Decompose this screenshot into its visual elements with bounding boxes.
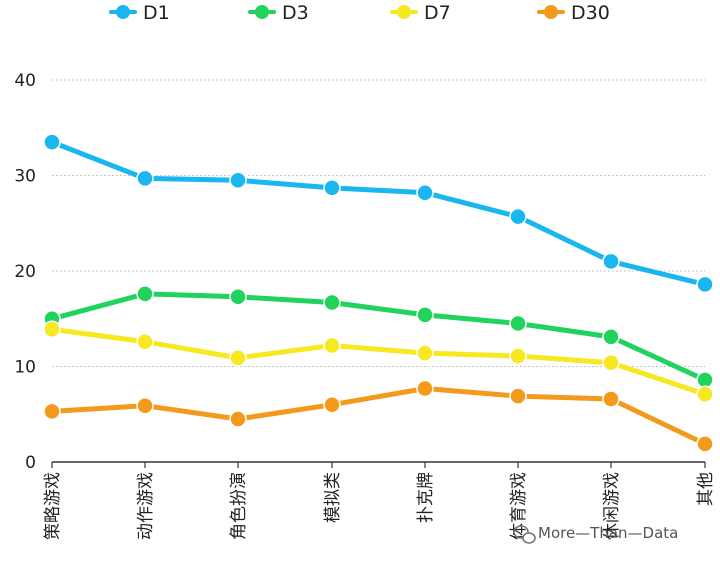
legend-label: D3 xyxy=(282,2,309,24)
series-line xyxy=(49,291,708,383)
x-tick-label: 模拟类 xyxy=(323,472,343,523)
series-line xyxy=(49,386,708,447)
data-point xyxy=(602,353,620,372)
legend-label: D7 xyxy=(424,2,451,24)
legend-swatch-marker xyxy=(255,5,269,19)
y-tick-label: 20 xyxy=(14,262,36,282)
legend-item-d30: D30 xyxy=(537,2,610,24)
x-tick-label: 动作游戏 xyxy=(136,472,156,540)
data-point xyxy=(602,390,620,408)
data-point xyxy=(323,293,341,312)
data-point xyxy=(229,171,247,190)
x-tick-label: 其他 xyxy=(696,472,716,506)
data-point xyxy=(229,410,247,428)
data-point xyxy=(416,344,434,362)
legend-swatch-marker xyxy=(116,5,130,19)
data-point xyxy=(229,349,247,367)
legend-swatch-marker xyxy=(397,5,411,19)
data-point xyxy=(43,133,61,151)
data-point xyxy=(416,183,434,202)
data-point xyxy=(323,336,341,355)
series-line xyxy=(49,139,708,287)
legend-item-d7: D7 xyxy=(390,2,451,24)
data-point xyxy=(136,285,154,303)
watermark-text: More—Than—Data xyxy=(538,524,678,542)
x-tick-label: 休闲游戏 xyxy=(602,472,622,540)
series-lines xyxy=(43,133,714,453)
x-tick-label: 扑克牌 xyxy=(416,472,436,523)
data-point xyxy=(602,252,620,271)
y-tick-label: 30 xyxy=(14,167,36,187)
data-point xyxy=(509,207,527,226)
x-tick-label: 角色扮演 xyxy=(229,472,249,540)
series-d30 xyxy=(43,379,714,453)
data-point xyxy=(509,387,527,405)
y-tick-label: 40 xyxy=(14,71,36,91)
watermark: More—Than—Data xyxy=(513,524,678,544)
data-point xyxy=(136,332,154,351)
series-d7 xyxy=(43,320,714,403)
series-line xyxy=(49,326,708,397)
x-tick-label: 策略游戏 xyxy=(43,472,63,540)
data-point xyxy=(323,179,341,197)
data-point xyxy=(416,306,434,324)
axes: 0 10 20 30 40 策略游戏 动作游戏 角色扮演 模拟类 扑克牌 体育游戏 休闲游戏 其他 xyxy=(14,71,716,540)
data-point xyxy=(323,395,341,414)
legend-item-d3: D3 xyxy=(248,2,309,24)
legend-item-d1: D1 xyxy=(109,2,170,24)
data-point xyxy=(43,402,61,421)
series-d1 xyxy=(43,133,714,294)
data-point xyxy=(602,328,620,346)
wechat-icon xyxy=(513,525,536,544)
grid-lines xyxy=(52,79,705,367)
data-point xyxy=(136,169,154,188)
legend-swatch-marker xyxy=(544,5,558,19)
legend: D1 D3 D7 D30 xyxy=(109,2,610,24)
data-point xyxy=(136,396,154,415)
data-point xyxy=(43,320,61,339)
data-point xyxy=(416,379,434,398)
data-point xyxy=(229,288,247,306)
legend-label: D1 xyxy=(143,2,170,24)
data-point xyxy=(696,435,714,453)
data-point xyxy=(696,385,714,403)
data-point xyxy=(509,314,527,333)
y-tick-label: 0 xyxy=(25,453,36,473)
data-point xyxy=(696,275,714,294)
data-point xyxy=(509,347,527,365)
x-tick-label: 体育游戏 xyxy=(509,472,529,540)
y-tick-label: 10 xyxy=(14,358,36,378)
legend-label: D30 xyxy=(571,2,610,24)
series-d3 xyxy=(43,285,714,389)
